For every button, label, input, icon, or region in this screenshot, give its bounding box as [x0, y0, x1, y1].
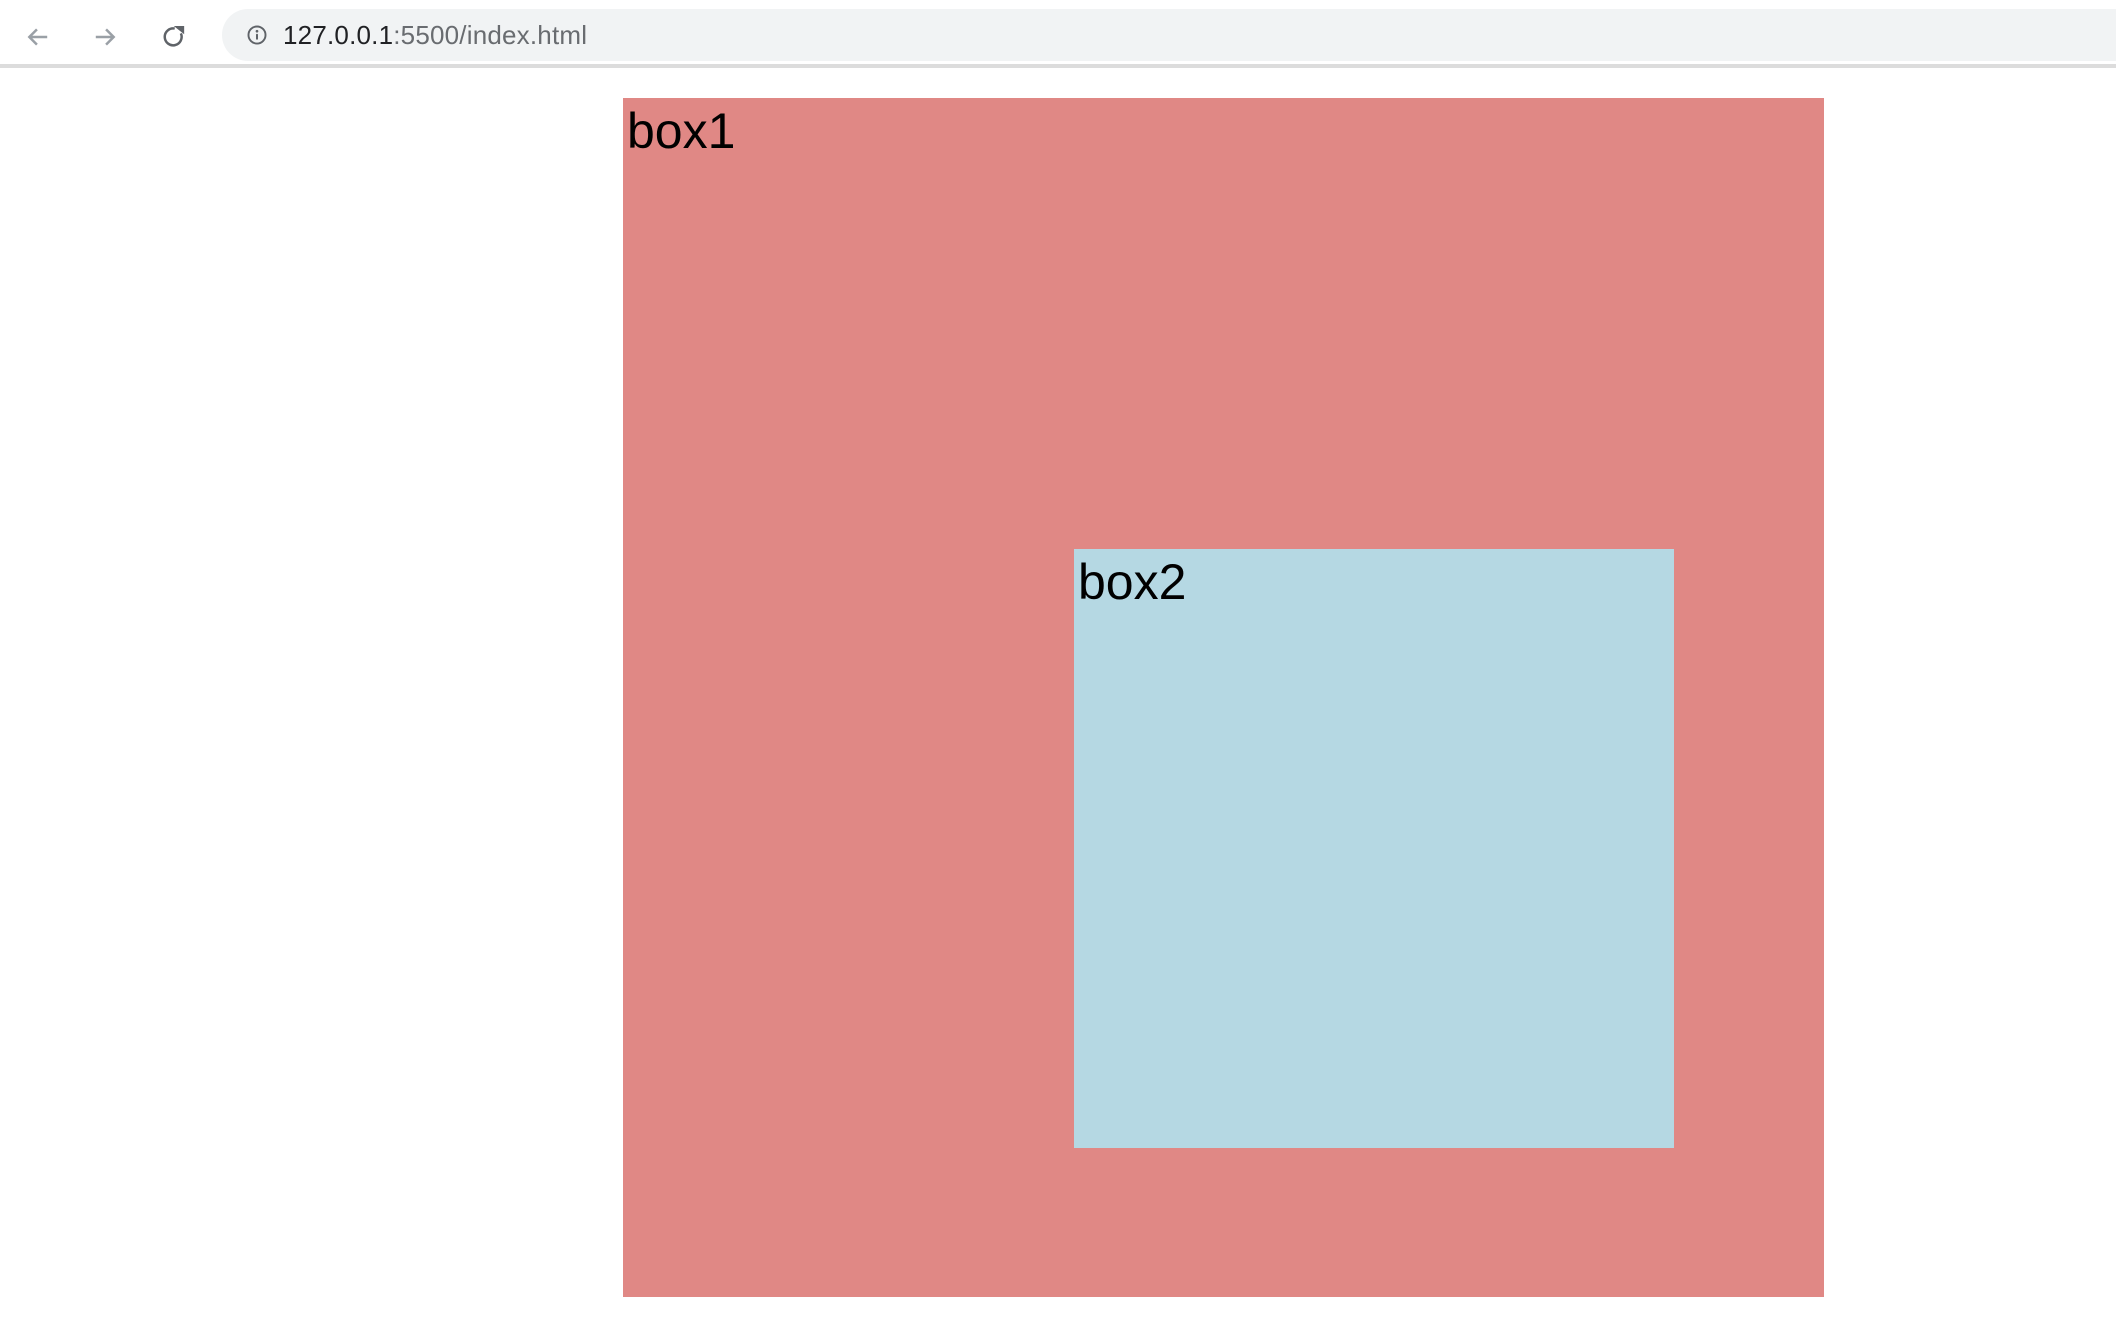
arrow-left-icon — [27, 28, 48, 46]
refresh-icon — [163, 26, 185, 47]
forward-button[interactable] — [92, 24, 118, 50]
url-text: 127.0.0.1:5500/index.html — [283, 20, 587, 51]
url-host: 127.0.0.1 — [283, 19, 394, 50]
page-content: box1 box2 — [0, 72, 2116, 1342]
site-info-button[interactable] — [246, 24, 268, 46]
box1-label: box1 — [627, 103, 736, 159]
address-bar[interactable]: 127.0.0.1:5500/index.html — [222, 9, 2116, 61]
box2-label: box2 — [1078, 554, 1187, 610]
box1: box1 box2 — [623, 98, 1824, 1297]
reload-button[interactable] — [160, 24, 186, 50]
url-path: :5500/index.html — [393, 19, 588, 50]
browser-toolbar: 127.0.0.1:5500/index.html — [0, 0, 2116, 68]
back-button[interactable] — [25, 24, 51, 50]
info-circle-icon — [247, 25, 267, 45]
box2: box2 — [1074, 549, 1674, 1148]
arrow-right-icon — [95, 28, 116, 46]
